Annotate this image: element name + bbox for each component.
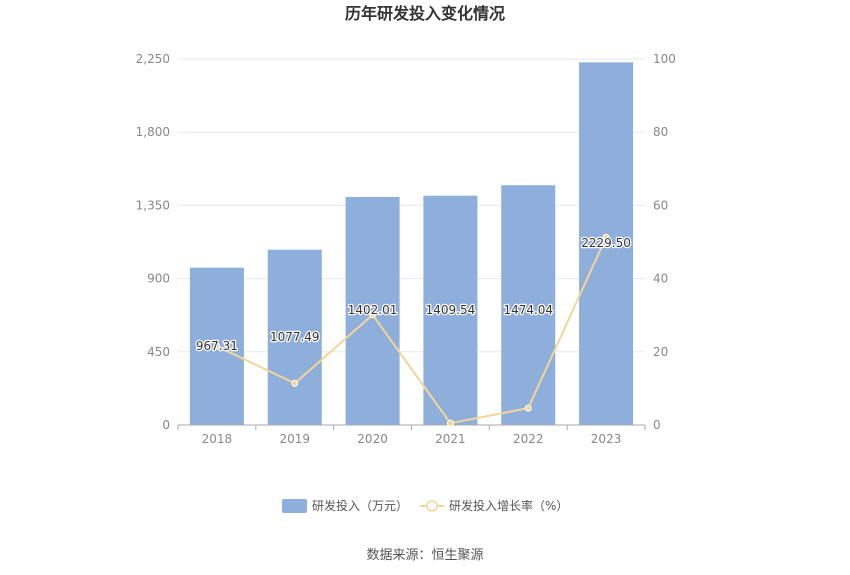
bar-value-label: 2229.50	[581, 236, 631, 250]
legend-item-bar[interactable]: 研发投入（万元）	[282, 498, 408, 513]
bar-value-label: 1402.01	[348, 303, 398, 317]
legend-bar-swatch	[282, 499, 307, 513]
x-tick-label: 2019	[279, 432, 310, 446]
bar	[423, 195, 478, 425]
growth-point	[213, 342, 221, 350]
line-series	[213, 233, 610, 427]
y-right-tick-label: 20	[653, 345, 668, 359]
y-right-tick-label: 60	[653, 198, 668, 212]
bar	[579, 62, 634, 426]
y-left-tick-label: 1,800	[136, 125, 170, 139]
x-tick-label: 2021	[435, 432, 466, 446]
y-left-tick-label: 900	[147, 272, 170, 286]
bar-value-label: 1409.54	[426, 303, 476, 317]
growth-line	[216, 236, 607, 425]
source-note: 数据来源：恒生聚源	[366, 548, 483, 563]
y-left-tick-label: 450	[147, 345, 170, 359]
legend-line-marker	[426, 500, 438, 512]
bar	[501, 185, 556, 425]
bar-value-label: 1474.04	[503, 303, 553, 317]
x-tick-label: 2022	[513, 432, 544, 446]
bar	[345, 196, 400, 425]
x-tick-label: 2023	[591, 432, 622, 446]
y-right-tick-label: 100	[653, 52, 676, 66]
legend[interactable]: 研发投入（万元） 研发投入增长率（%）	[282, 498, 568, 513]
legend-line-label: 研发投入增长率（%）	[449, 498, 568, 513]
data-labels: 967.31 1077.49 1402.01 1409.54 1474.04 2229.5…	[195, 235, 632, 355]
growth-point	[524, 404, 532, 412]
bar	[267, 249, 322, 425]
x-axis: 2018 2019 2020 2021 2022 2023	[177, 424, 646, 446]
y-right-tick-label: 80	[653, 125, 668, 139]
chart-title: 历年研发投入变化情况	[345, 4, 505, 23]
y-left-tick-label: 0	[162, 418, 170, 432]
x-tick-label: 2020	[357, 432, 388, 446]
bar-value-label: 1077.49	[270, 330, 320, 344]
bar-series	[189, 62, 634, 426]
y-right-tick-label: 0	[653, 418, 661, 432]
growth-point	[446, 419, 454, 427]
y-left-tick-label: 1,350	[136, 198, 170, 212]
legend-bar-label: 研发投入（万元）	[312, 498, 408, 513]
growth-point	[602, 233, 610, 241]
legend-item-line[interactable]: 研发投入增长率（%）	[420, 498, 568, 513]
growth-point	[369, 311, 377, 319]
x-tick-label: 2018	[202, 432, 233, 446]
y-axis-right: 0 20 40 60 80 100	[653, 52, 676, 432]
bar-value-label: 967.31	[196, 339, 238, 353]
y-right-tick-label: 40	[653, 272, 668, 286]
y-axis-left: 0 450 900 1,350 1,800 2,250	[136, 52, 170, 432]
growth-point	[291, 379, 299, 387]
y-left-tick-label: 2,250	[136, 52, 170, 66]
